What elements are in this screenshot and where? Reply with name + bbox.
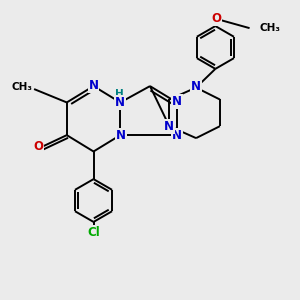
Text: N: N — [164, 120, 174, 133]
Text: N: N — [115, 96, 125, 109]
Text: N: N — [172, 129, 182, 142]
Text: N: N — [88, 79, 98, 92]
Text: H: H — [115, 89, 124, 99]
Text: O: O — [211, 12, 221, 25]
Text: N: N — [116, 129, 126, 142]
Text: Cl: Cl — [87, 226, 100, 238]
Text: N: N — [191, 80, 201, 93]
Text: CH₃: CH₃ — [260, 22, 281, 32]
Text: N: N — [172, 95, 182, 108]
Text: O: O — [34, 140, 44, 153]
Text: CH₃: CH₃ — [12, 82, 33, 92]
